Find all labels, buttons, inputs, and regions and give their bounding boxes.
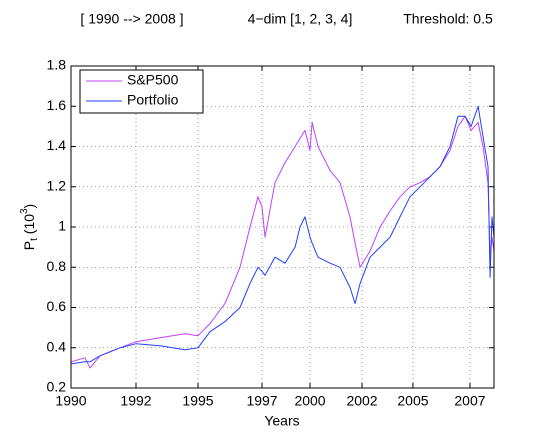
x-tick-label: 2000 bbox=[294, 393, 325, 409]
y-label-part: P bbox=[21, 241, 37, 250]
legend-label: Portfolio bbox=[127, 92, 179, 108]
x-tick-label: 2007 bbox=[454, 393, 485, 409]
legend-box bbox=[79, 69, 204, 114]
line-series bbox=[70, 115, 495, 369]
header-dim: 4−dim [1, 2, 3, 4] bbox=[248, 11, 353, 27]
header-range: [ 1990 --> 2008 ] bbox=[80, 11, 183, 27]
y-tick-label: 1.4 bbox=[47, 137, 67, 153]
y-tick-label: 0.4 bbox=[47, 338, 67, 354]
x-tick-label: 1992 bbox=[120, 393, 151, 409]
y-label-part: t bbox=[29, 238, 40, 241]
x-tick-label: 1997 bbox=[246, 393, 277, 409]
x-tick-label: 2005 bbox=[397, 393, 428, 409]
y-tick-label: 1 bbox=[58, 218, 66, 234]
header-threshold: Threshold: 0.5 bbox=[403, 11, 493, 27]
y-label-part: 3 bbox=[19, 208, 30, 214]
x-axis-label: Years bbox=[264, 413, 299, 429]
y-axis-label: Pt (103) bbox=[19, 204, 40, 250]
y-tick-label: 1.2 bbox=[47, 177, 67, 193]
y-tick-label: 1.8 bbox=[47, 57, 67, 73]
plot-frame bbox=[70, 65, 495, 389]
y-tick-label: 0.2 bbox=[47, 379, 67, 395]
legend-label: S&P500 bbox=[127, 72, 179, 88]
line-series bbox=[70, 105, 495, 365]
x-tick-label: 2002 bbox=[346, 393, 377, 409]
x-tick-label: 1990 bbox=[55, 393, 86, 409]
y-label-part: (10 bbox=[21, 214, 37, 238]
x-tick-label: 1995 bbox=[182, 393, 213, 409]
y-label-part: ) bbox=[21, 204, 37, 209]
y-tick-label: 0.6 bbox=[47, 298, 67, 314]
y-tick-label: 1.6 bbox=[47, 97, 67, 113]
legend: S&P500 Portfolio bbox=[79, 69, 204, 114]
y-tick-label: 0.8 bbox=[47, 258, 67, 274]
